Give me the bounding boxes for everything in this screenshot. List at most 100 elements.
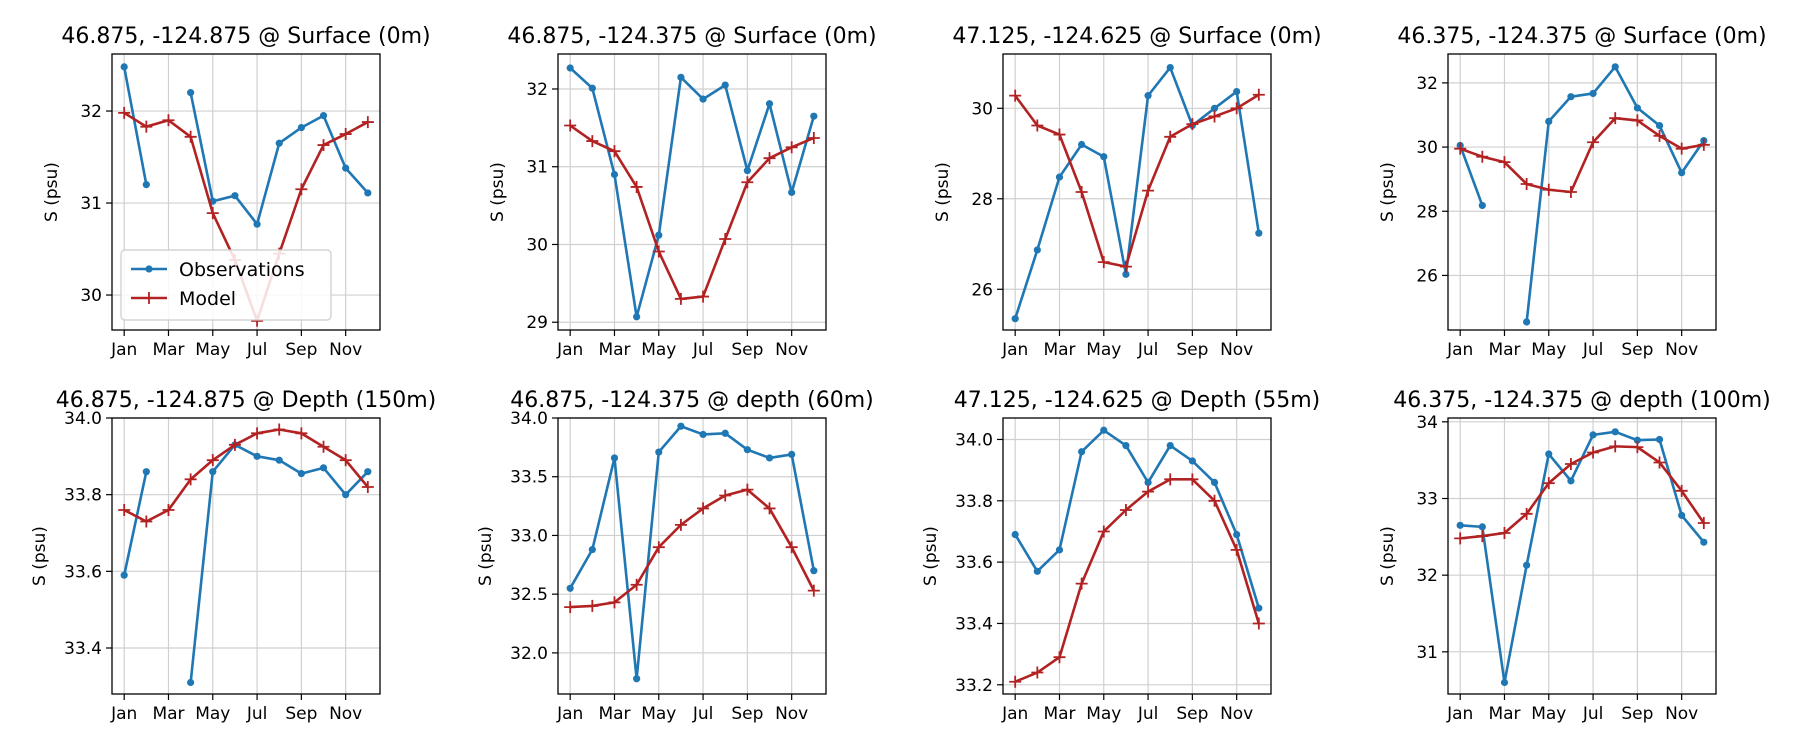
- data-point: [206, 207, 219, 220]
- x-tick-label: Nov: [329, 340, 362, 360]
- data-point: [297, 469, 305, 478]
- data-point: [1078, 140, 1086, 149]
- data-point: [1523, 561, 1531, 569]
- x-tick-label: Jul: [1137, 704, 1159, 724]
- y-axis-label: S (psu): [30, 526, 50, 586]
- data-point: [1033, 567, 1041, 575]
- x-tick-label: Jan: [556, 704, 583, 724]
- data-point: [317, 440, 330, 453]
- data-point: [586, 135, 599, 148]
- legend-box: [120, 249, 332, 321]
- data-point: [1100, 426, 1108, 434]
- series-line: [122, 66, 148, 185]
- data-point: [1564, 458, 1577, 470]
- x-tick-label: Sep: [1176, 340, 1208, 360]
- data-point: [364, 468, 372, 476]
- data-point: [251, 427, 264, 440]
- data-point: [652, 541, 665, 554]
- data-point: [1166, 63, 1174, 72]
- data-point: [184, 130, 197, 143]
- y-tick-label: 30: [1416, 138, 1438, 158]
- data-point: [1564, 186, 1577, 198]
- y-axis-label: S (psu): [476, 526, 496, 586]
- data-point: [1230, 102, 1243, 115]
- x-tick-label: Jul: [692, 704, 714, 724]
- data-point: [1031, 666, 1044, 679]
- data-point: [652, 245, 665, 258]
- data-point: [1210, 104, 1219, 112]
- data-point: [1075, 186, 1088, 198]
- data-point: [1100, 153, 1108, 161]
- data-point: [1055, 173, 1064, 181]
- y-tick-label: 33.5: [510, 468, 548, 488]
- x-tick-label: May: [195, 704, 230, 724]
- series-model: [118, 423, 374, 528]
- data-point: [719, 233, 732, 246]
- axes-frame: [1447, 53, 1717, 331]
- data-point: [1009, 89, 1022, 102]
- data-point: [810, 112, 818, 120]
- data-point: [297, 124, 305, 132]
- data-point: [1476, 150, 1489, 163]
- y-tick-label: 33.0: [510, 526, 548, 546]
- data-point: [319, 464, 328, 472]
- data-point: [810, 567, 818, 575]
- data-point: [807, 131, 820, 144]
- data-point: [339, 128, 352, 141]
- data-point: [1589, 89, 1597, 98]
- x-tick-label: Nov: [329, 704, 362, 724]
- series-observations: [1011, 63, 1263, 323]
- data-point: [1655, 121, 1664, 130]
- data-point: [1097, 525, 1110, 538]
- x-tick-label: Mar: [1488, 340, 1520, 360]
- axes-frame: [1002, 53, 1272, 331]
- x-tick-label: Nov: [1220, 704, 1253, 724]
- data-point: [339, 454, 352, 467]
- axes-frame: [557, 417, 827, 695]
- data-point: [721, 81, 729, 89]
- x-tick-label: Nov: [775, 340, 808, 360]
- data-point: [361, 116, 374, 129]
- y-tick-label: 34: [1416, 413, 1438, 433]
- data-point: [608, 145, 621, 158]
- series-line: [123, 428, 369, 523]
- data-point: [1633, 436, 1641, 444]
- data-point: [1144, 478, 1152, 486]
- series-model: [1009, 88, 1265, 273]
- data-point: [228, 438, 241, 451]
- data-point: [1031, 119, 1044, 132]
- data-point: [741, 176, 754, 189]
- y-tick-label: 33.6: [955, 553, 993, 573]
- data-point: [1122, 270, 1130, 278]
- data-point: [608, 596, 621, 609]
- data-point: [1631, 441, 1644, 454]
- data-point: [1611, 428, 1619, 436]
- y-tick-label: 26: [1416, 266, 1438, 286]
- y-tick-label: 33.6: [64, 562, 102, 582]
- y-tick-label: 33.2: [955, 676, 993, 696]
- x-tick-label: Nov: [1665, 340, 1698, 360]
- x-tick-label: Sep: [731, 340, 763, 360]
- data-point: [206, 454, 219, 467]
- data-point: [1678, 511, 1686, 519]
- data-point: [187, 678, 195, 687]
- data-point: [697, 502, 710, 515]
- data-point: [1142, 485, 1155, 498]
- data-point: [1053, 128, 1066, 141]
- series-model: [1454, 112, 1710, 198]
- data-point: [586, 599, 599, 612]
- data-point: [1252, 88, 1265, 101]
- data-point: [677, 73, 685, 81]
- data-point: [1186, 118, 1199, 131]
- y-tick-label: 34.0: [955, 430, 993, 450]
- x-tick-label: Jan: [556, 340, 583, 360]
- data-point: [1011, 530, 1019, 539]
- data-point: [319, 112, 328, 120]
- legend-marker: [143, 292, 155, 304]
- data-point: [273, 423, 286, 436]
- y-tick-label: 31: [80, 194, 102, 214]
- data-point: [1545, 450, 1553, 458]
- data-point: [1653, 456, 1666, 469]
- data-point: [1611, 63, 1619, 71]
- data-point: [162, 114, 175, 127]
